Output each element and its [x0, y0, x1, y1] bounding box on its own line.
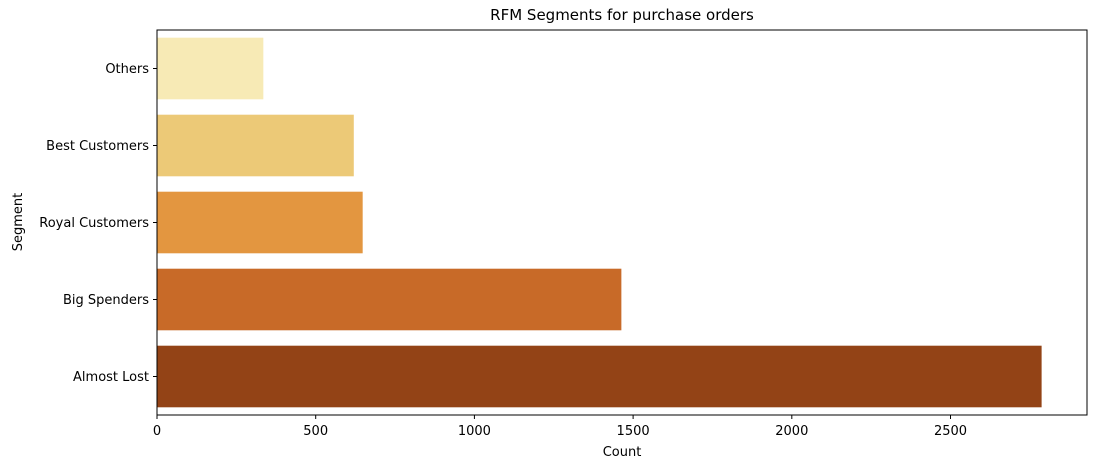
- y-axis-label: Segment: [11, 193, 26, 252]
- x-axis-label: Count: [603, 445, 642, 460]
- y-tick-label-almost-lost: Almost Lost: [73, 370, 149, 385]
- x-tick-label-1000: 1000: [458, 424, 491, 439]
- y-tick-label-best-customers: Best Customers: [46, 139, 149, 154]
- y-axis-ticks: Others Best Customers Royal Customers Big S…: [39, 62, 157, 385]
- x-tick-label-500: 500: [303, 424, 328, 439]
- bar-others: [157, 37, 264, 100]
- bar-best-customers: [157, 114, 354, 177]
- bar-big-spenders: [157, 268, 622, 331]
- bars-group: [157, 37, 1042, 408]
- x-tick-label-1500: 1500: [617, 424, 650, 439]
- x-axis-ticks: 0 500 1000 1500 2000 2500: [153, 415, 967, 439]
- x-tick-label-0: 0: [153, 424, 161, 439]
- bar-almost-lost: [157, 345, 1042, 408]
- x-tick-label-2000: 2000: [775, 424, 808, 439]
- chart-title: RFM Segments for purchase orders: [490, 6, 754, 24]
- y-tick-label-others: Others: [105, 62, 149, 77]
- y-tick-label-big-spenders: Big Spenders: [63, 293, 149, 308]
- x-tick-label-2500: 2500: [934, 424, 967, 439]
- y-tick-label-royal-customers: Royal Customers: [39, 216, 149, 231]
- bar-royal-customers: [157, 191, 363, 254]
